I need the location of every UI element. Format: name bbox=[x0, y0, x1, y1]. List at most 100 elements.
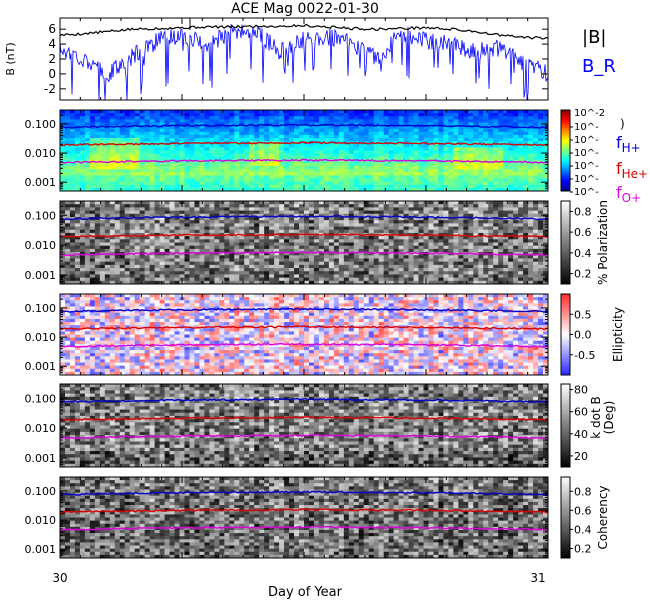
spectrogram-cell bbox=[408, 131, 414, 136]
spectrogram-cell bbox=[244, 252, 250, 256]
spectrogram-cell bbox=[383, 134, 390, 139]
spectrogram-cell bbox=[204, 226, 210, 231]
spectrogram-cell bbox=[174, 125, 180, 130]
spectrogram-cell bbox=[189, 261, 195, 266]
spectrogram-cell bbox=[363, 119, 370, 123]
spectrogram-cell bbox=[458, 268, 464, 272]
spectrogram-cell bbox=[159, 122, 165, 126]
spectrogram-cell bbox=[204, 181, 210, 186]
spectrogram-cell bbox=[194, 159, 200, 164]
spectrogram-cell bbox=[463, 248, 469, 253]
spectrogram-cell bbox=[393, 220, 400, 224]
spectrogram-cell bbox=[368, 187, 375, 192]
spectrogram-cell bbox=[224, 226, 230, 231]
spectrogram-cell bbox=[438, 147, 444, 151]
spectrogram-cell bbox=[538, 119, 544, 123]
spectrogram-cell bbox=[284, 169, 290, 173]
spectrogram-cell bbox=[358, 258, 365, 263]
spectrogram-cell bbox=[373, 229, 380, 234]
spectrogram-cell bbox=[254, 184, 260, 189]
spectrogram-cell bbox=[368, 110, 375, 114]
spectrogram-cell bbox=[234, 184, 240, 189]
spectrogram-cell bbox=[373, 138, 380, 142]
spectrogram-cell bbox=[538, 166, 544, 170]
spectrogram-cell bbox=[154, 245, 160, 250]
spectrogram-cell bbox=[323, 261, 330, 266]
colorbar-tick-label: 10^- bbox=[574, 174, 599, 185]
spectrogram-cell bbox=[458, 181, 464, 186]
spectrogram-cell bbox=[60, 150, 66, 155]
spectrogram-cell bbox=[139, 184, 146, 189]
spectrogram-cell bbox=[154, 184, 160, 189]
spectrogram-cell bbox=[393, 239, 400, 243]
spectrogram-cell bbox=[433, 271, 439, 275]
spectrogram-cell bbox=[413, 229, 419, 234]
spectrogram-cell bbox=[204, 245, 210, 250]
spectrogram-cell bbox=[89, 110, 96, 114]
spectrogram-cell bbox=[443, 220, 449, 224]
spectrogram-cell bbox=[214, 229, 220, 234]
spectrogram-cell bbox=[418, 147, 424, 151]
spectrogram-cell bbox=[333, 268, 340, 272]
spectrogram-cell bbox=[299, 153, 305, 158]
spectrogram-cell bbox=[264, 261, 270, 266]
spectrogram-cell bbox=[323, 245, 330, 250]
spectrogram-cell bbox=[348, 226, 355, 231]
spectrogram-cell bbox=[149, 245, 156, 250]
spectrogram-cell bbox=[259, 181, 265, 186]
spectrogram-cell bbox=[244, 248, 250, 253]
spectrogram-cell bbox=[368, 255, 375, 259]
spectrogram-cell bbox=[488, 122, 494, 126]
spectrogram-cell bbox=[313, 236, 320, 240]
spectrogram-cell bbox=[383, 122, 390, 126]
spectrogram-cell bbox=[308, 119, 315, 123]
spectrogram-cell bbox=[74, 264, 81, 269]
spectrogram-cell bbox=[433, 131, 439, 136]
spectrogram-cell bbox=[129, 220, 136, 224]
spectrogram-cell bbox=[353, 261, 360, 266]
spectrogram-cell bbox=[189, 274, 195, 279]
spectrogram-cell bbox=[393, 128, 400, 133]
spectrogram-cell bbox=[174, 166, 180, 170]
spectrogram-cell bbox=[473, 223, 479, 227]
spectrogram-cell bbox=[209, 220, 215, 224]
spectrogram-cell bbox=[154, 175, 160, 179]
spectrogram-cell bbox=[94, 166, 101, 170]
spectrogram-cell bbox=[64, 128, 71, 133]
spectrogram-cell bbox=[214, 264, 220, 269]
spectrogram-cell bbox=[114, 201, 121, 205]
spectrogram-cell bbox=[418, 131, 424, 136]
spectrogram-cell bbox=[383, 229, 390, 234]
spectrogram-cell bbox=[328, 220, 335, 224]
spectrogram-cell bbox=[458, 175, 464, 179]
spectrogram-cell bbox=[279, 144, 285, 148]
spectrogram-cell bbox=[94, 169, 101, 173]
spectrogram-cell bbox=[398, 166, 404, 170]
spectrogram-cell bbox=[488, 169, 494, 173]
spectrogram-cell bbox=[353, 271, 360, 275]
spectrogram-cell bbox=[408, 153, 414, 158]
spectrogram-cell bbox=[463, 207, 469, 211]
spectrogram-cell bbox=[318, 255, 325, 259]
spectrogram-cell bbox=[84, 232, 91, 237]
spectrogram-cell bbox=[279, 153, 285, 158]
spectrogram-cell bbox=[204, 125, 210, 130]
spectrogram-cell bbox=[403, 125, 409, 130]
spectrogram-cell bbox=[239, 187, 245, 192]
spectrogram-cell bbox=[149, 175, 156, 179]
spectrogram-cell bbox=[169, 178, 175, 183]
spectrogram-cell bbox=[533, 141, 539, 145]
spectrogram-cell bbox=[89, 131, 96, 136]
spectrogram-cell bbox=[179, 125, 185, 130]
spectrogram-cell bbox=[269, 110, 275, 114]
spectrogram-cell bbox=[139, 110, 146, 114]
spectrogram-cell bbox=[254, 175, 260, 179]
spectrogram-cell bbox=[313, 166, 320, 170]
spectrogram-cell bbox=[60, 280, 66, 285]
spectrogram-cell bbox=[363, 166, 370, 170]
spectrogram-cell bbox=[119, 147, 126, 151]
spectrogram-cell bbox=[458, 239, 464, 243]
spectrogram-cell bbox=[398, 264, 404, 269]
spectrogram-cell bbox=[373, 162, 380, 167]
spectrogram-cell bbox=[308, 248, 315, 253]
